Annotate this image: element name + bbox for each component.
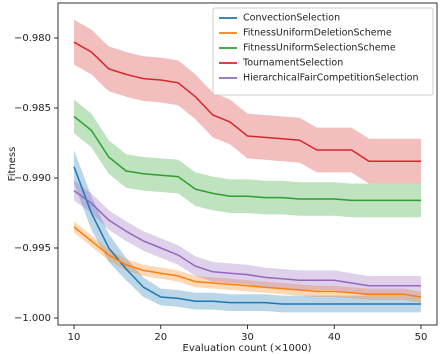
x-tick-label: 30 — [241, 332, 254, 343]
series-line — [73, 41, 421, 162]
y-tick-label: −0.995 — [14, 243, 51, 254]
confidence-band — [74, 150, 421, 313]
x-tick-label: 20 — [154, 332, 167, 343]
y-tick-label: −0.980 — [14, 33, 51, 44]
confidence-band — [74, 180, 421, 296]
legend-label: TournamentSelection — [242, 58, 343, 69]
y-tick-label: −1.000 — [14, 313, 51, 324]
y-tick-label: −0.990 — [14, 173, 51, 184]
legend-label: HierarchicalFairCompetitionSelection — [243, 73, 419, 84]
x-axis-label: Evaluation count (×1000) — [183, 343, 312, 354]
series-line — [73, 166, 421, 305]
confidence-band — [74, 19, 421, 184]
x-tick-label: 40 — [328, 332, 341, 343]
legend-label: FitnessUniformDeletionScheme — [243, 28, 392, 39]
x-tick-label: 10 — [68, 332, 81, 343]
series-line — [73, 115, 421, 202]
legend-label: ConvectionSelection — [243, 13, 340, 24]
y-tick-label: −0.985 — [14, 103, 51, 114]
confidence-band — [74, 99, 421, 218]
legend-box — [212, 7, 434, 96]
y-axis-label: Fitness — [7, 147, 18, 182]
series-line — [73, 189, 421, 287]
legend: ConvectionSelection FitnessUniformDeletio… — [212, 7, 434, 96]
legend-label: FitnessUniformSelectionScheme — [243, 43, 396, 54]
x-tick-label: 50 — [415, 332, 428, 343]
series-line — [73, 226, 422, 298]
